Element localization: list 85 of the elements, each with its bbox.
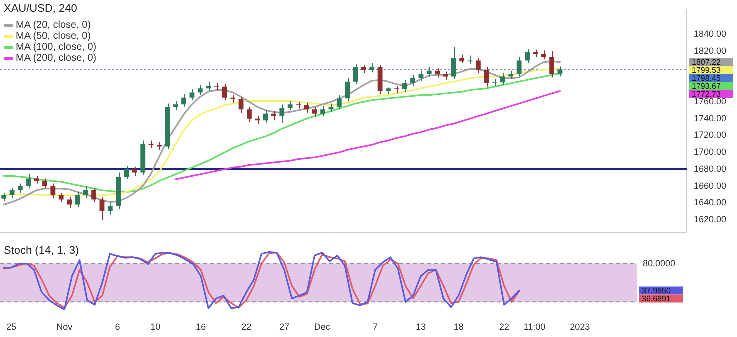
x-tick-label: 13: [416, 322, 426, 332]
ref-line-label: 80.0000: [643, 258, 676, 268]
candlestick: [516, 56, 522, 78]
candlestick: [83, 186, 88, 199]
candlestick: [402, 80, 408, 92]
candlestick: [345, 78, 350, 102]
candlestick: [500, 72, 506, 86]
candlestick: [198, 84, 203, 96]
candlestick: [124, 166, 130, 180]
y-tick-label: 1760.00: [694, 96, 727, 107]
candlestick: [426, 67, 432, 78]
candlestick: [435, 68, 440, 78]
x-tick-label: 16: [196, 322, 206, 332]
candlestick: [42, 178, 48, 190]
y-tick-label: 1700.00: [694, 147, 727, 158]
candlestick: [304, 102, 310, 114]
candlestick: [418, 70, 424, 82]
candlestick: [336, 94, 342, 110]
candlestick: [222, 84, 228, 101]
candlestick: [451, 46, 456, 80]
candlestick: [190, 88, 195, 101]
x-tick-label: Dec: [314, 322, 331, 332]
text: 36.6891: [642, 294, 672, 304]
text: 1798.45: [692, 74, 722, 83]
candlestick: [75, 192, 80, 208]
y-tick-label: 1620.00: [694, 214, 727, 224]
y-tick-label: 1660.00: [694, 180, 727, 191]
y-tick-label: 1740.00: [694, 113, 727, 124]
y-tick-label: 1640.00: [694, 198, 727, 208]
candlestick: [10, 187, 15, 199]
legend-label: MA (50, close, 0): [16, 31, 92, 42]
text: 1799.53: [692, 66, 722, 75]
candlestick: [320, 106, 326, 117]
x-tick-label: 6: [115, 322, 120, 332]
text: 1772.73: [692, 90, 722, 99]
candlestick: [92, 187, 97, 203]
x-tick-label: 27: [279, 322, 290, 332]
x-tick-label: 7: [372, 322, 378, 332]
x-tick-label: 22: [242, 322, 252, 332]
candlestick: [312, 106, 318, 118]
candlestick: [280, 104, 285, 124]
x-tick-label: 11:00: [524, 322, 546, 332]
legend-label: MA (20, close, 0): [16, 20, 92, 31]
candlestick: [370, 62, 375, 74]
x-tick-label: 25: [6, 322, 17, 332]
candlestick: [67, 196, 72, 209]
candlestick: [108, 202, 113, 216]
candlestick: [246, 106, 252, 123]
y-tick-label: 1720.00: [694, 130, 727, 140]
candlestick: [182, 94, 186, 108]
candlestick: [100, 196, 105, 220]
chart-title: XAU/USD, 240: [4, 3, 78, 15]
x-tick-label: 10: [150, 322, 161, 332]
candlestick: [238, 96, 244, 114]
candlestick: [173, 100, 178, 111]
candlestick: [476, 58, 481, 74]
candlestick: [484, 67, 490, 88]
y-tick-label: 1840.00: [694, 29, 727, 40]
legend-label: MA (100, close, 0): [16, 42, 97, 53]
legend-label: MA (200, close, 0): [16, 53, 97, 64]
candlestick: [550, 51, 555, 78]
x-tick-label: 18: [454, 322, 464, 332]
candlestick: [378, 64, 383, 95]
candlestick: [50, 183, 56, 199]
candlestick: [26, 174, 32, 190]
candlestick: [525, 48, 530, 64]
text: 1793.67: [692, 82, 722, 91]
candlestick: [206, 81, 212, 92]
x-tick-label: Nov: [56, 322, 74, 332]
candlestick: [558, 66, 563, 78]
candlestick: [263, 110, 268, 124]
y-tick-label: 1820.00: [694, 46, 727, 56]
chart-title: Stoch (14, 1, 3): [4, 245, 80, 257]
candlestick: [18, 183, 23, 194]
candlestick: [272, 110, 276, 122]
candlestick: [288, 100, 293, 111]
x-tick-label: 22: [499, 322, 510, 332]
candlestick: [132, 166, 138, 177]
text: 1807.22: [692, 58, 722, 67]
y-tick-label: 1680.00: [694, 164, 727, 174]
candlestick: [410, 74, 416, 87]
x-tick-label: 2023: [570, 322, 590, 332]
text: 37.9850: [642, 286, 672, 296]
candlestick: [353, 64, 358, 85]
candlestick: [58, 192, 64, 203]
